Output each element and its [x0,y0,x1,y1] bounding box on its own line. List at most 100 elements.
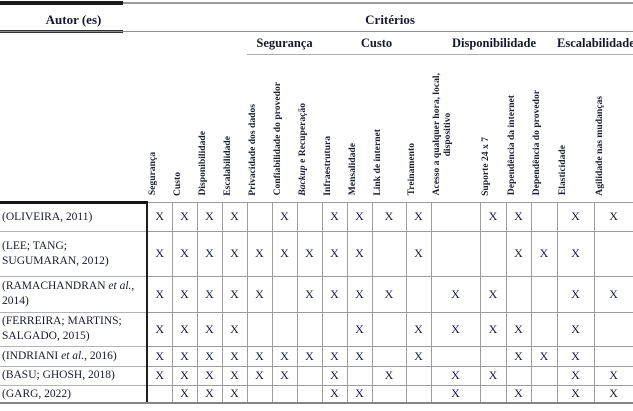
rotated-column-label: Infraestrutura [322,135,333,196]
column-header-8: Infraestrutura [322,55,347,203]
mark-cell [271,275,298,313]
mark-cell: X [221,275,248,313]
mark-cell: X [479,201,507,232]
mark-cell: X [146,345,173,367]
mark-cell: X [246,345,273,367]
mark-cell: X [246,365,273,386]
author-cell: (OLIVEIRA, 2011) [0,200,148,232]
mark-cell: X [171,311,198,347]
mark-cell [246,311,273,347]
mark-cell [530,275,558,313]
group-header-author-spacer [0,32,147,55]
mark-cell [505,275,532,313]
mark-cell: X [430,275,481,313]
mark-cell: X [405,230,432,277]
group-header-row: Segurança Custo Disponibilidade Escalabi… [0,31,633,55]
mark-cell: X [296,345,323,367]
column-header-17: Agilidade nas mudanças [594,55,633,203]
mark-cell [271,384,298,405]
mark-cell [296,365,323,386]
mark-cell [405,365,432,386]
mark-cell [430,345,481,367]
mark-cell [405,275,432,313]
column-header-1: Segurança [147,55,172,203]
mark-cell: X [271,345,298,367]
mark-cell: X [346,201,373,232]
rotated-column-label: Custo [172,171,183,196]
column-header-10: Link de internet [372,55,406,203]
mark-cell: X [593,275,633,313]
table-row: (GARG, 2022) X X X X X X X X X [0,384,633,405]
mark-cell [593,345,633,367]
mark-cell: X [196,201,223,232]
table-row: (FERREIRA; MARTINS; SALGADO, 2015) X X X X X X… [0,311,633,347]
mark-cell [593,230,633,277]
rotated-column-label: Agilidade nas mudanças [594,95,605,196]
mark-cell [479,230,507,277]
mark-cell: X [221,230,248,277]
column-header-5: Privacidade dos dados [247,55,272,203]
mark-cell [371,384,407,405]
mark-cell: X [346,311,373,347]
mark-cell: X [196,275,223,313]
mark-cell: X [430,365,481,386]
rotated-column-label: Backup e Recuperação [297,102,308,196]
mark-cell [430,201,481,232]
author-cell: (GARG, 2022) [0,385,148,405]
mark-cell [296,384,323,405]
mark-cell: X [146,201,173,232]
mark-cell: X [556,345,595,367]
header-row-top: Autor (es) Critérios [0,8,633,32]
top-rule-dark-segment [0,1,123,5]
mark-cell [530,311,558,347]
mark-cell: X [221,365,248,386]
mark-cell: X [556,384,595,405]
mark-cell: X [346,384,373,405]
mark-cell: X [479,311,507,347]
mark-cell [271,311,298,347]
mark-cell [246,201,273,232]
mark-cell: X [530,345,558,367]
rotated-column-label: Mensalidade [347,143,358,196]
mark-cell: X [430,384,481,405]
mark-cell: X [505,345,532,367]
author-cell: (LEE; TANG; SUGUMARAN, 2012) [0,231,148,277]
group-header-disponibilidade: Disponibilidade [431,31,557,55]
mark-cell [593,311,633,347]
mark-cell [530,201,558,232]
mark-cell: X [221,201,248,232]
mark-cell: X [321,275,348,313]
column-header-6: Confiabilidade do provedor [272,55,297,203]
mark-cell: X [593,384,633,405]
mark-cell [371,230,407,277]
mark-cell [479,345,507,367]
column-header-13: Suporte 24 x 7 [480,55,506,203]
mark-cell: X [556,201,595,232]
mark-cell: X [405,311,432,347]
mark-cell: X [196,365,223,386]
mark-cell: X [271,201,298,232]
mark-cell: X [321,230,348,277]
mark-cell: X [296,230,323,277]
mark-cell: X [246,230,273,277]
mark-cell: X [196,345,223,367]
mark-cell [371,311,407,347]
mark-cell: X [321,365,348,386]
mark-cell: X [221,345,248,367]
mark-cell: X [479,365,507,386]
column-header-2: Custo [172,55,197,203]
rotated-column-label: Link de internet [372,128,383,196]
rotated-column-label: Elasticidade [557,145,568,196]
author-cell: (BASU; GHOSH, 2018) [0,366,148,386]
mark-cell [430,230,481,277]
mark-cell: X [146,275,173,313]
mark-cell: X [346,275,373,313]
table-row: (OLIVEIRA, 2011) X X X X X X X X X X X X X [0,200,633,232]
mark-cell: X [221,311,248,347]
mark-cell: X [479,275,507,313]
column-header-14: Dependência da internet [506,55,531,203]
author-cell: (INDRIANI et al., 2016) [0,346,148,367]
rotated-column-label: Acesso a qualquer hora, local, dispositi… [431,73,454,196]
mark-cell: X [171,230,198,277]
